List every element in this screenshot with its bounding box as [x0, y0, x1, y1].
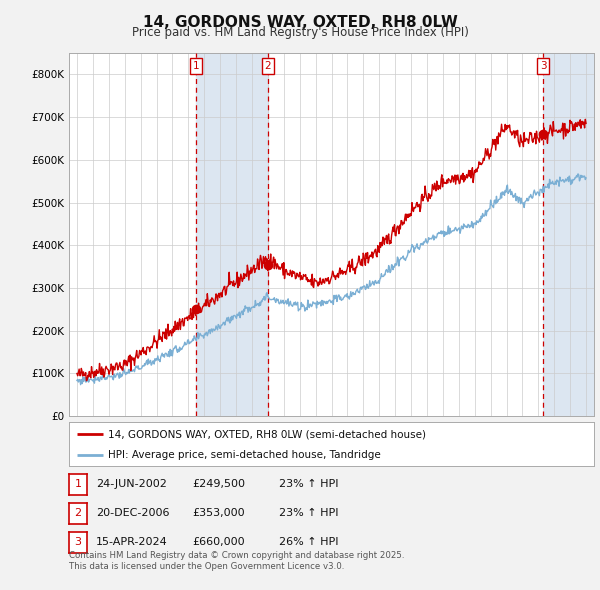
Text: 3: 3 — [74, 537, 82, 547]
Text: £353,000: £353,000 — [192, 509, 245, 518]
Text: 15-APR-2024: 15-APR-2024 — [96, 537, 168, 547]
Text: 14, GORDONS WAY, OXTED, RH8 0LW (semi-detached house): 14, GORDONS WAY, OXTED, RH8 0LW (semi-de… — [109, 430, 427, 439]
Text: 2: 2 — [74, 509, 82, 518]
Text: 2: 2 — [265, 61, 271, 71]
Text: Price paid vs. HM Land Registry's House Price Index (HPI): Price paid vs. HM Land Registry's House … — [131, 26, 469, 39]
Text: Contains HM Land Registry data © Crown copyright and database right 2025.: Contains HM Land Registry data © Crown c… — [69, 552, 404, 560]
Text: 1: 1 — [74, 480, 82, 489]
Text: 1: 1 — [193, 61, 200, 71]
Text: 23% ↑ HPI: 23% ↑ HPI — [279, 480, 338, 489]
Text: £660,000: £660,000 — [192, 537, 245, 547]
Text: HPI: Average price, semi-detached house, Tandridge: HPI: Average price, semi-detached house,… — [109, 451, 381, 460]
Text: 3: 3 — [540, 61, 547, 71]
Bar — [543, 53, 594, 416]
Text: £249,500: £249,500 — [192, 480, 245, 489]
Bar — [196, 53, 268, 416]
Text: 24-JUN-2002: 24-JUN-2002 — [96, 480, 167, 489]
Text: 14, GORDONS WAY, OXTED, RH8 0LW: 14, GORDONS WAY, OXTED, RH8 0LW — [143, 15, 457, 30]
Text: 26% ↑ HPI: 26% ↑ HPI — [279, 537, 338, 547]
Text: 23% ↑ HPI: 23% ↑ HPI — [279, 509, 338, 518]
Text: This data is licensed under the Open Government Licence v3.0.: This data is licensed under the Open Gov… — [69, 562, 344, 571]
Text: 20-DEC-2006: 20-DEC-2006 — [96, 509, 170, 518]
